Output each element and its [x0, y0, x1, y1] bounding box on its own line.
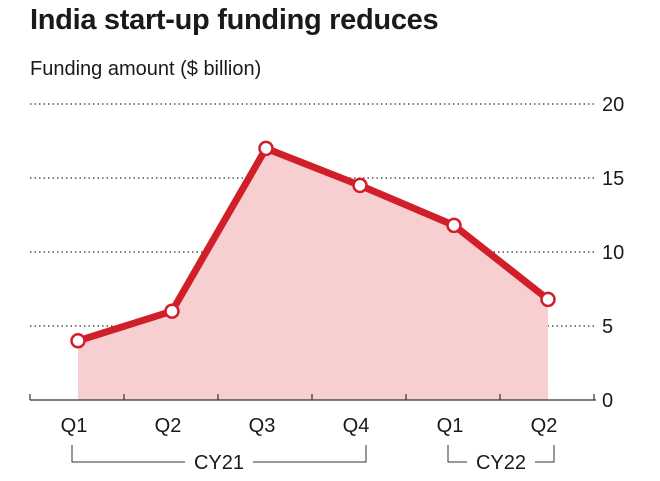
area-fill [78, 148, 548, 400]
y-tick-label: 0 [602, 390, 613, 412]
x-tick-label: Q2 [155, 415, 182, 437]
data-point [352, 177, 368, 194]
y-tick-label: 15 [602, 168, 624, 190]
y-tick-label: 5 [602, 316, 613, 338]
y-tick-label: 10 [602, 242, 624, 264]
year-bracket-left [447, 445, 467, 463]
year-bracket-right [253, 445, 367, 463]
chart-subtitle: Funding amount ($ billion) [30, 58, 262, 80]
y-tick-label: 20 [602, 94, 624, 116]
data-point [164, 303, 180, 319]
x-tick-label: Q4 [343, 415, 370, 437]
series-line [74, 144, 552, 345]
year-group-label: CY21 [194, 452, 244, 474]
data-point [446, 217, 462, 234]
data-point [258, 140, 274, 157]
data-point [70, 333, 86, 349]
chart-title: India start-up funding reduces [30, 4, 439, 36]
data-point [540, 291, 556, 308]
year-bracket-right [535, 445, 555, 463]
x-tick-label: Q1 [61, 415, 88, 437]
year-group-label: CY22 [476, 452, 526, 474]
x-tick-label: Q2 [531, 415, 558, 437]
x-tick-label: Q3 [249, 415, 276, 437]
x-tick-label: Q1 [437, 415, 464, 437]
year-bracket-left [71, 445, 185, 463]
